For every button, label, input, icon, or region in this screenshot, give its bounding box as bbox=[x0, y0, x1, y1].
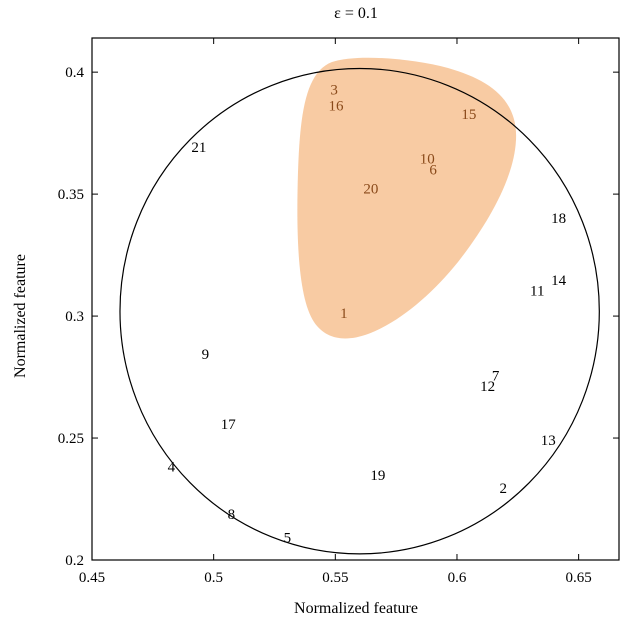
point-label-9: 9 bbox=[202, 347, 210, 363]
point-label-21: 21 bbox=[191, 140, 206, 156]
point-label-6: 6 bbox=[429, 162, 437, 178]
x-tick-label: 0.65 bbox=[566, 570, 592, 586]
point-label-5: 5 bbox=[284, 530, 292, 546]
point-label-7: 7 bbox=[492, 369, 500, 385]
point-label-10: 10 bbox=[420, 151, 435, 167]
point-label-14: 14 bbox=[551, 273, 567, 289]
x-tick-label: 0.5 bbox=[204, 570, 223, 586]
x-tick-label: 0.6 bbox=[448, 570, 467, 586]
y-tick-label: 0.3 bbox=[65, 309, 84, 325]
point-label-15: 15 bbox=[461, 107, 476, 123]
point-label-16: 16 bbox=[329, 99, 345, 115]
point-label-17: 17 bbox=[221, 417, 237, 433]
point-label-20: 20 bbox=[363, 181, 378, 197]
point-label-1: 1 bbox=[340, 306, 348, 322]
y-axis-title: Normalized feature bbox=[12, 254, 29, 378]
point-label-19: 19 bbox=[370, 468, 385, 484]
chart-title: ε = 0.1 bbox=[334, 5, 378, 22]
point-label-2: 2 bbox=[499, 481, 507, 497]
y-tick-label: 0.2 bbox=[65, 553, 84, 569]
point-label-8: 8 bbox=[228, 507, 236, 523]
x-tick-label: 0.55 bbox=[322, 570, 348, 586]
y-tick-label: 0.25 bbox=[58, 431, 84, 447]
x-axis-title: Normalized feature bbox=[294, 600, 418, 617]
point-label-18: 18 bbox=[551, 211, 566, 227]
y-tick-label: 0.35 bbox=[58, 187, 84, 203]
plot-frame bbox=[91, 37, 620, 561]
x-tick-label: 0.45 bbox=[79, 570, 105, 586]
range-circle bbox=[119, 67, 600, 555]
highlight-region bbox=[297, 57, 517, 339]
point-label-12: 12 bbox=[480, 379, 495, 395]
point-label-3: 3 bbox=[330, 82, 338, 98]
axis-ticks: 0.45 0.5 0.55 0.6 0.65 0.2 0.25 0.3 0.35 0.4 bbox=[58, 38, 619, 586]
point-label-13: 13 bbox=[541, 433, 556, 449]
point-label-11: 11 bbox=[530, 283, 544, 299]
point-label-4: 4 bbox=[168, 460, 176, 476]
y-tick-label: 0.4 bbox=[65, 65, 84, 81]
